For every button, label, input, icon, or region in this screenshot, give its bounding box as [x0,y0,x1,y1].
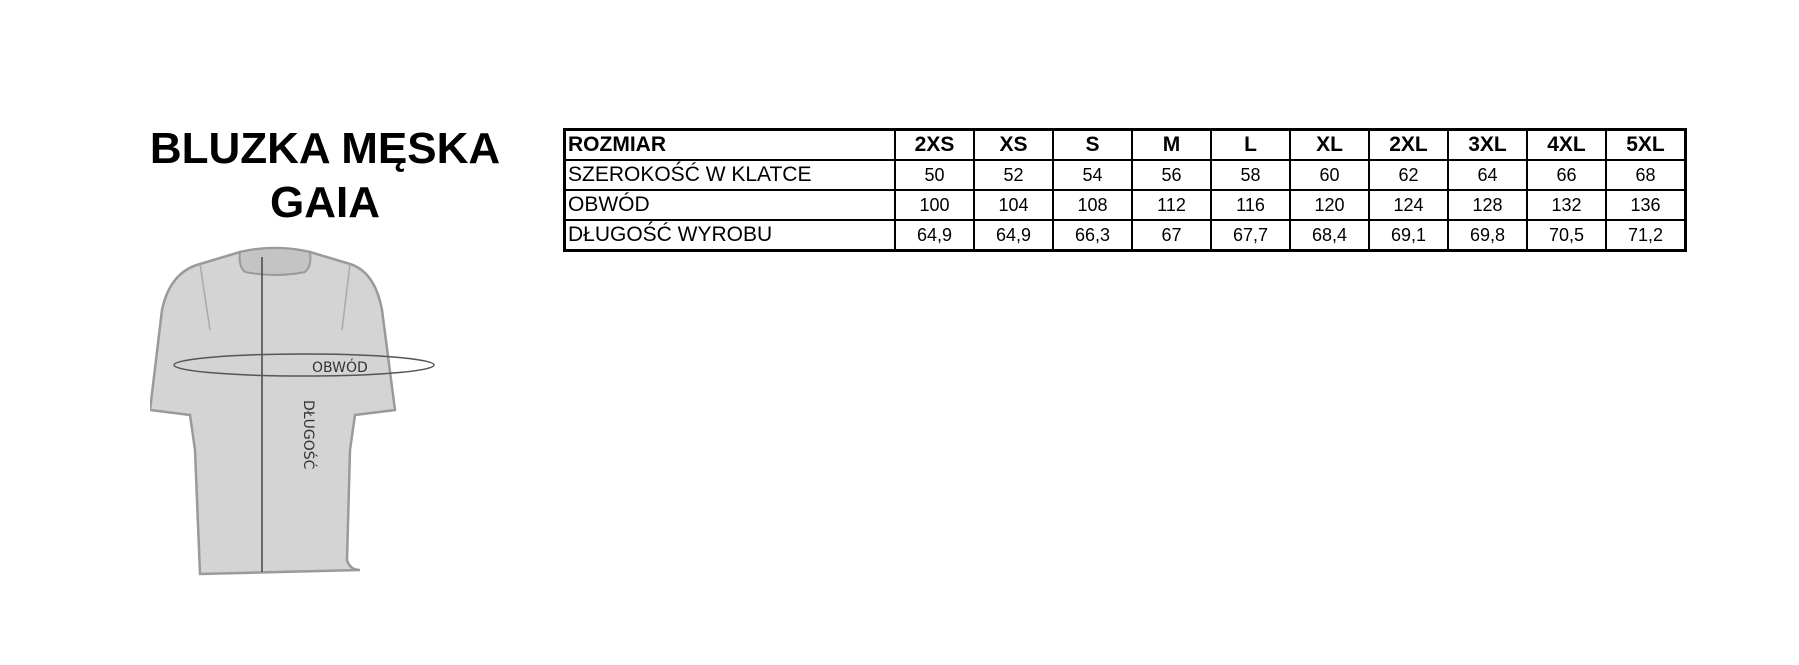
size-header: 5XL [1605,128,1687,161]
row-label: SZEROKOŚĆ W KLATCE [563,159,896,191]
table-cell: 120 [1289,189,1370,221]
table-cell: 58 [1210,159,1291,191]
table-cell: 108 [1052,189,1133,221]
tshirt-measurement-diagram: OBWÓD DŁUGOŚĆ [150,246,435,576]
table-cell: 116 [1210,189,1291,221]
girth-ellipse [173,353,435,377]
length-label: DŁUGOŚĆ [300,400,318,470]
row-label: DŁUGOŚĆ WYROBU [563,219,896,252]
table-cell: 104 [973,189,1054,221]
size-header: M [1131,128,1212,161]
table-row: DŁUGOŚĆ WYROBU 64,9 64,9 66,3 67 67,7 68… [563,219,1687,252]
title-line-2: GAIA [270,178,380,227]
table-cell: 62 [1368,159,1449,191]
table-cell: 60 [1289,159,1370,191]
table-cell: 50 [894,159,975,191]
table-cell: 66 [1526,159,1607,191]
row-label: OBWÓD [563,189,896,221]
size-header: L [1210,128,1291,161]
side-seam-right [341,263,351,331]
title-line-1: BLUZKA MĘSKA [149,124,501,173]
table-cell: 64 [1447,159,1528,191]
table-cell: 71,2 [1605,219,1687,252]
product-title: BLUZKA MĘSKA GAIA [125,122,525,230]
girth-label: OBWÓD [312,358,368,376]
table-cell: 52 [973,159,1054,191]
table-cell: 67,7 [1210,219,1291,252]
size-header: S [1052,128,1133,161]
table-cell: 68 [1605,159,1687,191]
size-header: XL [1289,128,1370,161]
table-cell: 64,9 [973,219,1054,252]
collar [238,247,312,276]
size-header: 2XL [1368,128,1449,161]
size-header: 3XL [1447,128,1528,161]
size-chart-table: ROZMIAR 2XS XS S M L XL 2XL 3XL 4XL 5XL … [563,128,1687,252]
table-cell: 56 [1131,159,1212,191]
table-row: OBWÓD 100 104 108 112 116 120 124 128 13… [563,189,1687,221]
table-cell: 69,1 [1368,219,1449,252]
table-cell: 136 [1605,189,1687,221]
header-label: ROZMIAR [563,128,896,161]
table-cell: 128 [1447,189,1528,221]
table-cell: 100 [894,189,975,221]
table-cell: 132 [1526,189,1607,221]
table-cell: 69,8 [1447,219,1528,252]
table-cell: 66,3 [1052,219,1133,252]
table-cell: 70,5 [1526,219,1607,252]
table-cell: 64,9 [894,219,975,252]
table-cell: 112 [1131,189,1212,221]
size-header: 4XL [1526,128,1607,161]
table-cell: 124 [1368,189,1449,221]
table-header-row: ROZMIAR 2XS XS S M L XL 2XL 3XL 4XL 5XL [563,128,1687,161]
table-cell: 54 [1052,159,1133,191]
size-header: 2XS [894,128,975,161]
size-header: XS [973,128,1054,161]
table-row: SZEROKOŚĆ W KLATCE 50 52 54 56 58 60 62 … [563,159,1687,191]
tshirt-shape [150,246,397,576]
table-cell: 68,4 [1289,219,1370,252]
table-cell: 67 [1131,219,1212,252]
side-seam-left [199,263,211,331]
